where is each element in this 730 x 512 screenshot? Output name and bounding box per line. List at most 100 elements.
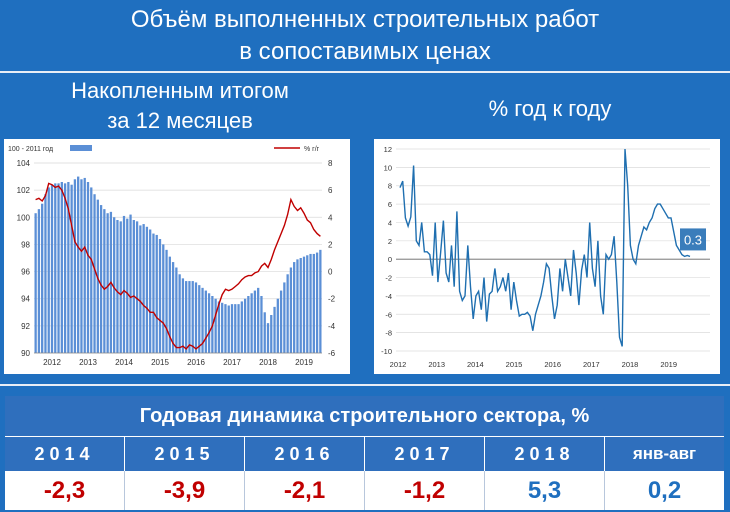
cumulative-chart-panel: 90 92 94 96 98 100 102 104 -6 -4 -2 0 2 4 6 8 2012 2013 20… [4,139,350,374]
x-tick-label: 2018 [622,360,639,369]
y-tick-label: 12 [384,145,392,154]
legend-label-left: 100 - 2011 год [8,146,53,153]
bar [243,298,247,353]
y-tick-label: 0 [388,255,392,264]
bar [227,305,230,353]
y-tick-label: -8 [385,329,392,338]
bar [224,304,227,353]
bar [283,282,286,353]
divider-top [0,71,730,73]
bar [293,262,296,353]
bar [240,301,243,353]
y-right-tick-label: 0 [328,268,333,277]
annual-dynamics-table: Годовая динамика строительного сектора, … [5,396,724,510]
title-line-2: в сопоставимых ценах [239,38,491,65]
bar [198,285,201,353]
bar [273,306,276,353]
y-right-tick-label: -4 [328,322,336,331]
x-tick-label: 2012 [390,360,407,369]
bar [60,182,63,353]
y-left-tick-label: 90 [21,349,30,358]
y-left-tick-label: 102 [17,186,31,195]
y-tick-label: -6 [385,310,392,319]
bar [276,298,279,353]
bar [50,184,54,353]
bar [253,290,257,353]
bar [77,176,80,353]
x-tick-label: 2019 [295,358,313,367]
x-tick-label: 2017 [223,358,241,367]
bar [185,281,188,353]
bar [113,217,116,353]
bar [44,194,47,353]
table-header-cell: 2018 [484,437,604,471]
bar [129,214,132,353]
table-header-cell: 2014 [34,444,95,464]
x-tick-label: 2013 [79,358,97,367]
left-subtitle-line-1: Накопленным итогом [71,78,289,103]
x-tick-label: 2012 [43,358,61,367]
left-subtitle-line-2: за 12 месяцев [107,108,253,133]
y-tick-label: 4 [388,218,392,227]
y-right-tick-label: 4 [328,213,333,222]
bar [70,184,73,353]
bar [299,258,302,353]
y-tick-label: 10 [384,163,392,172]
y-left-tick-label: 98 [21,240,30,249]
bar [194,282,198,353]
x-tick-label: 2013 [428,360,445,369]
bar [67,182,70,353]
legend-label-right: % г/г [304,146,320,153]
bar [247,296,250,353]
bar [132,220,135,353]
y-right-tick-label: 2 [328,240,333,249]
bar [214,298,217,353]
bar [57,183,60,353]
bar [152,233,155,353]
x-tick-label: 2014 [115,358,133,367]
y-tick-label: 2 [388,237,392,246]
bar [158,239,162,353]
bar [116,220,119,353]
left-subtitle: Накопленным итогом за 12 месяцев [20,76,340,136]
bar [47,187,50,353]
bar [230,304,234,353]
bar [106,213,109,353]
bar [279,290,283,353]
bar [139,225,142,353]
divider-bottom [0,384,730,386]
bar [315,252,319,353]
bar [168,256,171,353]
x-tick-label: 2016 [187,358,205,367]
bar [175,267,178,353]
x-tick-label: 2014 [467,360,484,369]
y-tick-label: -10 [381,347,392,356]
bar [149,229,152,353]
bar [257,287,260,353]
bar [234,304,237,353]
y-right-tick-label: 8 [328,159,333,168]
table-value-cell: -2,1 [244,471,364,510]
bar [119,221,122,353]
bar [41,203,44,353]
yoy-chart-panel: -10 -8 -6 -4 -2 0 2 4 6 8 10 12 2012 2013 2014 2015 2016… [374,139,720,374]
bar [80,179,83,353]
bar [289,267,293,353]
title-line-1: Объём выполненных строительных работ [130,6,600,33]
bar [207,293,211,353]
legend-swatch-bar [70,145,92,151]
bar [178,274,181,353]
bar [99,205,103,353]
y-right-tick-label: -2 [328,295,336,304]
x-tick-label: 2015 [151,358,169,367]
bar [135,221,139,353]
bar [54,183,57,353]
table-value-cell: 5,3 [484,471,604,510]
bar [83,177,86,353]
x-tick-label: 2018 [259,358,277,367]
bar [93,194,96,353]
bar [188,281,191,353]
y-tick-label: 8 [388,182,392,191]
table-value-cell: -2,3 [43,477,86,504]
bar [73,179,77,353]
